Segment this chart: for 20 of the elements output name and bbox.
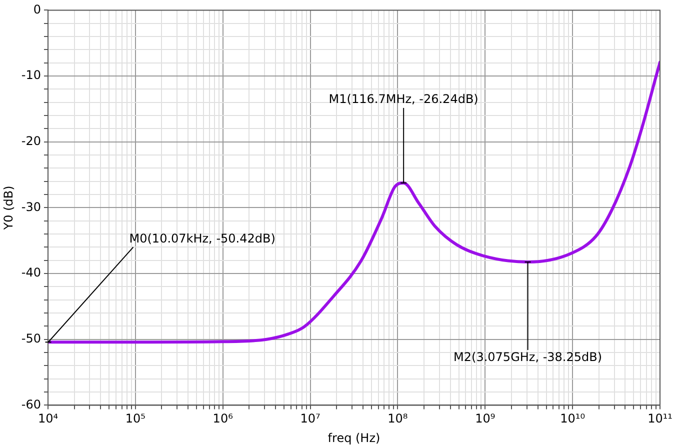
x-tick-label: 10⁹ — [475, 412, 496, 426]
annotation: M2(3.075GHz, -38.25dB) — [454, 350, 602, 364]
y-tick-label: -20 — [21, 134, 41, 148]
annotation: M0(10.07kHz, -50.42dB) — [129, 231, 276, 246]
y-tick-label: -30 — [21, 200, 41, 214]
x-tick-label: 10⁶ — [212, 412, 234, 426]
annotation: M1(116.7MHz, -26.24dB) — [328, 92, 478, 106]
y-tick-label: -10 — [21, 68, 41, 82]
x-tick-label: 10⁴ — [38, 412, 58, 426]
x-tick-label: 10⁵ — [125, 412, 146, 426]
y-tick-label: 0 — [33, 2, 41, 16]
x-tick-label: 10¹⁰ — [560, 412, 586, 426]
x-axis-title: freq (Hz) — [328, 430, 380, 445]
x-tick-label: 10¹¹ — [648, 412, 673, 426]
y-tick-label: -60 — [21, 397, 41, 412]
y-axis-title: Y0 (dB) — [1, 186, 16, 231]
x-tick-label: 10⁷ — [300, 412, 321, 426]
x-tick-label: 10⁸ — [388, 412, 408, 426]
y-tick-label: -40 — [21, 266, 41, 280]
y-tick-label: -50 — [21, 331, 41, 346]
